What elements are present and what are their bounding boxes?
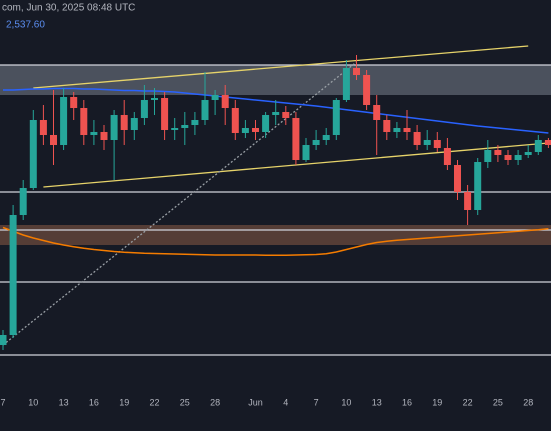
x-tick-label: 25 <box>493 397 503 407</box>
candle-body <box>454 165 461 192</box>
candle-body <box>221 95 229 108</box>
candle-body <box>302 145 310 160</box>
candle-body <box>191 120 199 125</box>
x-tick-label: 10 <box>28 397 38 407</box>
candle-body <box>433 140 441 148</box>
trendline <box>33 45 529 89</box>
candle-body <box>353 68 360 75</box>
candle-body <box>403 128 411 132</box>
candle-body <box>151 98 158 100</box>
candle-body <box>342 68 350 100</box>
x-tick-label: 16 <box>402 397 412 407</box>
candle-body <box>140 100 148 118</box>
candle-body <box>363 75 371 105</box>
candle-body <box>231 108 239 133</box>
candle-body <box>534 140 542 152</box>
candle-body <box>504 155 512 160</box>
candle-body <box>120 115 128 130</box>
x-tick-label: 13 <box>59 397 69 407</box>
x-tick-label: 4 <box>283 397 288 407</box>
candle-body <box>0 335 7 345</box>
candle-body <box>201 100 209 120</box>
x-tick-label: 10 <box>341 397 351 407</box>
candle-body <box>423 140 431 145</box>
candle-body <box>332 100 340 135</box>
candle-body <box>524 152 532 155</box>
x-tick-label: 28 <box>210 397 220 407</box>
candle-body <box>211 95 219 100</box>
x-tick-label: 7 <box>314 397 319 407</box>
x-tick-label: 25 <box>180 397 190 407</box>
candle-body <box>181 125 189 128</box>
x-tick-label: 19 <box>432 397 442 407</box>
x-tick-label: 16 <box>89 397 99 407</box>
candle-body <box>130 118 138 130</box>
candle-body <box>19 188 27 215</box>
candle-body <box>292 118 300 160</box>
x-tick-label: 22 <box>149 397 159 407</box>
x-tick-label: 28 <box>523 397 533 407</box>
zone <box>0 65 551 95</box>
x-tick-label: 7 <box>0 397 5 407</box>
ma-label: 2,537.60 <box>6 20 45 31</box>
candle-body <box>514 155 522 160</box>
x-tick-label: Jun <box>248 397 263 407</box>
candle-body <box>464 192 472 210</box>
candle-body <box>262 115 270 132</box>
trendline <box>2 61 357 346</box>
candle-body <box>50 135 57 145</box>
candle-body <box>484 150 492 162</box>
candle-body <box>80 108 88 135</box>
candle-body <box>272 112 280 115</box>
candle-body <box>312 140 320 145</box>
candle-body <box>474 162 482 210</box>
candle-body <box>373 105 381 120</box>
candle-body <box>110 115 118 140</box>
candle-body <box>161 98 169 130</box>
candle-body <box>413 132 421 145</box>
moving-average <box>2 226 549 256</box>
candle-body <box>383 120 391 132</box>
candle-body <box>29 120 37 188</box>
x-tick-label: 19 <box>119 397 129 407</box>
candle-body <box>322 135 330 140</box>
plot: 7 10 13 16 19 22 25 28 Jun 4 7 10 13 16 19 22 25 28 <box>0 45 551 407</box>
x-tick-label: 22 <box>463 397 473 407</box>
header-text: com, Jun 30, 2025 08:48 UTC <box>2 3 135 14</box>
candle-body <box>100 132 108 140</box>
candle-body <box>544 140 551 145</box>
candle-body <box>241 128 249 133</box>
candle-body <box>70 97 78 108</box>
candle-body <box>252 128 259 132</box>
candle-body <box>171 128 179 130</box>
candle-body <box>494 150 502 155</box>
candle-body <box>60 97 68 145</box>
x-tick-label: 13 <box>372 397 382 407</box>
candle-body <box>39 120 47 135</box>
candle-body <box>90 132 98 135</box>
candle-body <box>443 148 451 165</box>
candle-body <box>393 128 401 132</box>
candle-body <box>282 112 290 118</box>
candle-body <box>9 215 17 335</box>
